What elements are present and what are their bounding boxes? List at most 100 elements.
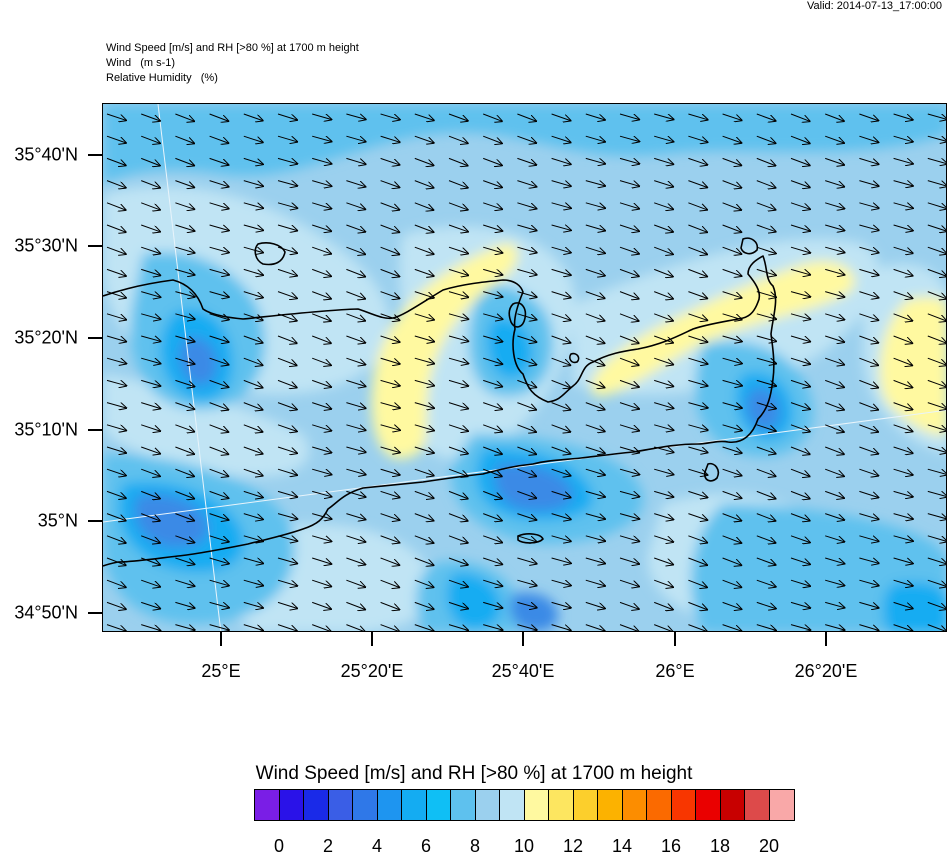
wind-arrow xyxy=(551,557,571,563)
wind-arrow xyxy=(243,490,263,497)
wind-arrow xyxy=(654,579,673,587)
wind-arrow xyxy=(585,446,605,453)
legend-swatch xyxy=(353,790,378,820)
wind-arrow xyxy=(106,490,126,498)
wind-arrow xyxy=(175,624,194,630)
wind-arrow xyxy=(175,357,194,364)
longitude-label: 25°40'E xyxy=(491,661,555,681)
wind-arrow xyxy=(517,268,536,274)
wind-arrow xyxy=(312,268,331,276)
wind-arrow xyxy=(312,402,331,409)
wind-arrow xyxy=(825,624,844,630)
wind-arrow xyxy=(551,135,571,142)
wind-arrow xyxy=(448,180,468,188)
wind-arrow xyxy=(380,313,400,321)
wind-arrow xyxy=(927,513,946,519)
wind-arrow xyxy=(414,268,434,276)
wind-arrow xyxy=(380,535,400,543)
legend-label: 14 xyxy=(611,836,633,856)
wind-arrow xyxy=(893,357,913,365)
wind-arrow xyxy=(483,157,502,165)
wind-arrow xyxy=(688,291,707,299)
wind-arrow xyxy=(825,579,844,585)
wind-arrow xyxy=(825,357,844,365)
wind-arrow xyxy=(277,135,297,142)
wind-arrow xyxy=(859,157,878,164)
wind-arrow xyxy=(585,268,605,275)
wind-arrow xyxy=(517,446,536,454)
wind-arrow xyxy=(722,446,742,453)
wind-arrow xyxy=(243,113,263,121)
wind-arrow xyxy=(346,601,365,609)
wind-arrow xyxy=(277,224,297,231)
wind-arrow xyxy=(551,468,571,476)
wind-arrow xyxy=(312,335,331,343)
wind-arrow xyxy=(654,224,673,232)
wind-arrow xyxy=(346,468,365,474)
wind-arrow xyxy=(414,202,434,210)
wind-arrow xyxy=(448,579,468,587)
wind-arrow xyxy=(825,268,844,274)
wind-arrow xyxy=(175,291,194,297)
wind-arrow xyxy=(551,446,571,454)
legend-label: 16 xyxy=(660,836,682,856)
wind-arrow xyxy=(722,224,742,232)
wind-vectors xyxy=(106,113,946,631)
wind-arrow xyxy=(209,246,229,252)
wind-arrow xyxy=(414,246,434,254)
wind-arrow xyxy=(619,357,639,365)
wind-arrow xyxy=(243,313,263,320)
wind-arrow xyxy=(517,246,536,252)
wind-arrow xyxy=(688,202,707,210)
wind-arrow xyxy=(551,246,571,253)
wind-arrow xyxy=(141,601,160,608)
wind-arrow xyxy=(825,446,844,454)
wind-arrow xyxy=(893,579,913,586)
wind-arrow xyxy=(209,180,229,187)
wind-arrow xyxy=(859,180,878,187)
wind-arrow xyxy=(483,624,502,630)
wind-arrow xyxy=(175,268,194,275)
wind-arrow xyxy=(243,135,263,142)
wind-arrow xyxy=(209,379,229,387)
map-panel[interactable] xyxy=(102,103,947,632)
wind-arrow xyxy=(825,202,844,209)
wind-arrow xyxy=(106,135,126,143)
wind-arrow xyxy=(414,601,434,609)
wind-arrow xyxy=(927,335,946,343)
wind-arrow xyxy=(106,246,126,254)
wind-arrow xyxy=(551,513,571,520)
wind-arrow xyxy=(927,135,946,141)
wind-arrow xyxy=(141,490,160,498)
wind-arrow xyxy=(654,379,673,386)
wind-arrow xyxy=(483,446,502,454)
header-line-2: Wind (m s-1) xyxy=(106,57,176,69)
wind-arrow xyxy=(175,557,194,564)
wind-arrow xyxy=(448,357,468,363)
wind-arrow xyxy=(243,402,263,410)
wind-arrow xyxy=(106,224,126,232)
wind-arrow xyxy=(756,557,776,565)
wind-arrow xyxy=(825,113,844,121)
wind-arrow xyxy=(688,246,707,254)
wind-arrow xyxy=(175,446,194,454)
wind-arrow xyxy=(688,557,707,565)
wind-arrow xyxy=(619,402,639,409)
wind-arrow xyxy=(346,291,365,299)
wind-arrow xyxy=(790,357,810,364)
wind-arrow xyxy=(927,313,946,321)
wind-arrow xyxy=(927,624,946,631)
legend-swatch xyxy=(377,790,402,820)
wind-arrow xyxy=(551,291,571,298)
wind-arrow xyxy=(756,579,776,587)
wind-arrow xyxy=(927,557,946,564)
wind-arrow xyxy=(346,557,365,565)
wind-arrow xyxy=(585,291,605,299)
wind-arrow xyxy=(483,313,502,319)
wind-arrow xyxy=(688,335,707,342)
wind-arrow xyxy=(585,424,605,432)
wind-arrow xyxy=(448,268,468,275)
legend-swatch xyxy=(475,790,500,820)
wind-arrow xyxy=(517,468,536,476)
wind-arrow xyxy=(825,490,844,498)
